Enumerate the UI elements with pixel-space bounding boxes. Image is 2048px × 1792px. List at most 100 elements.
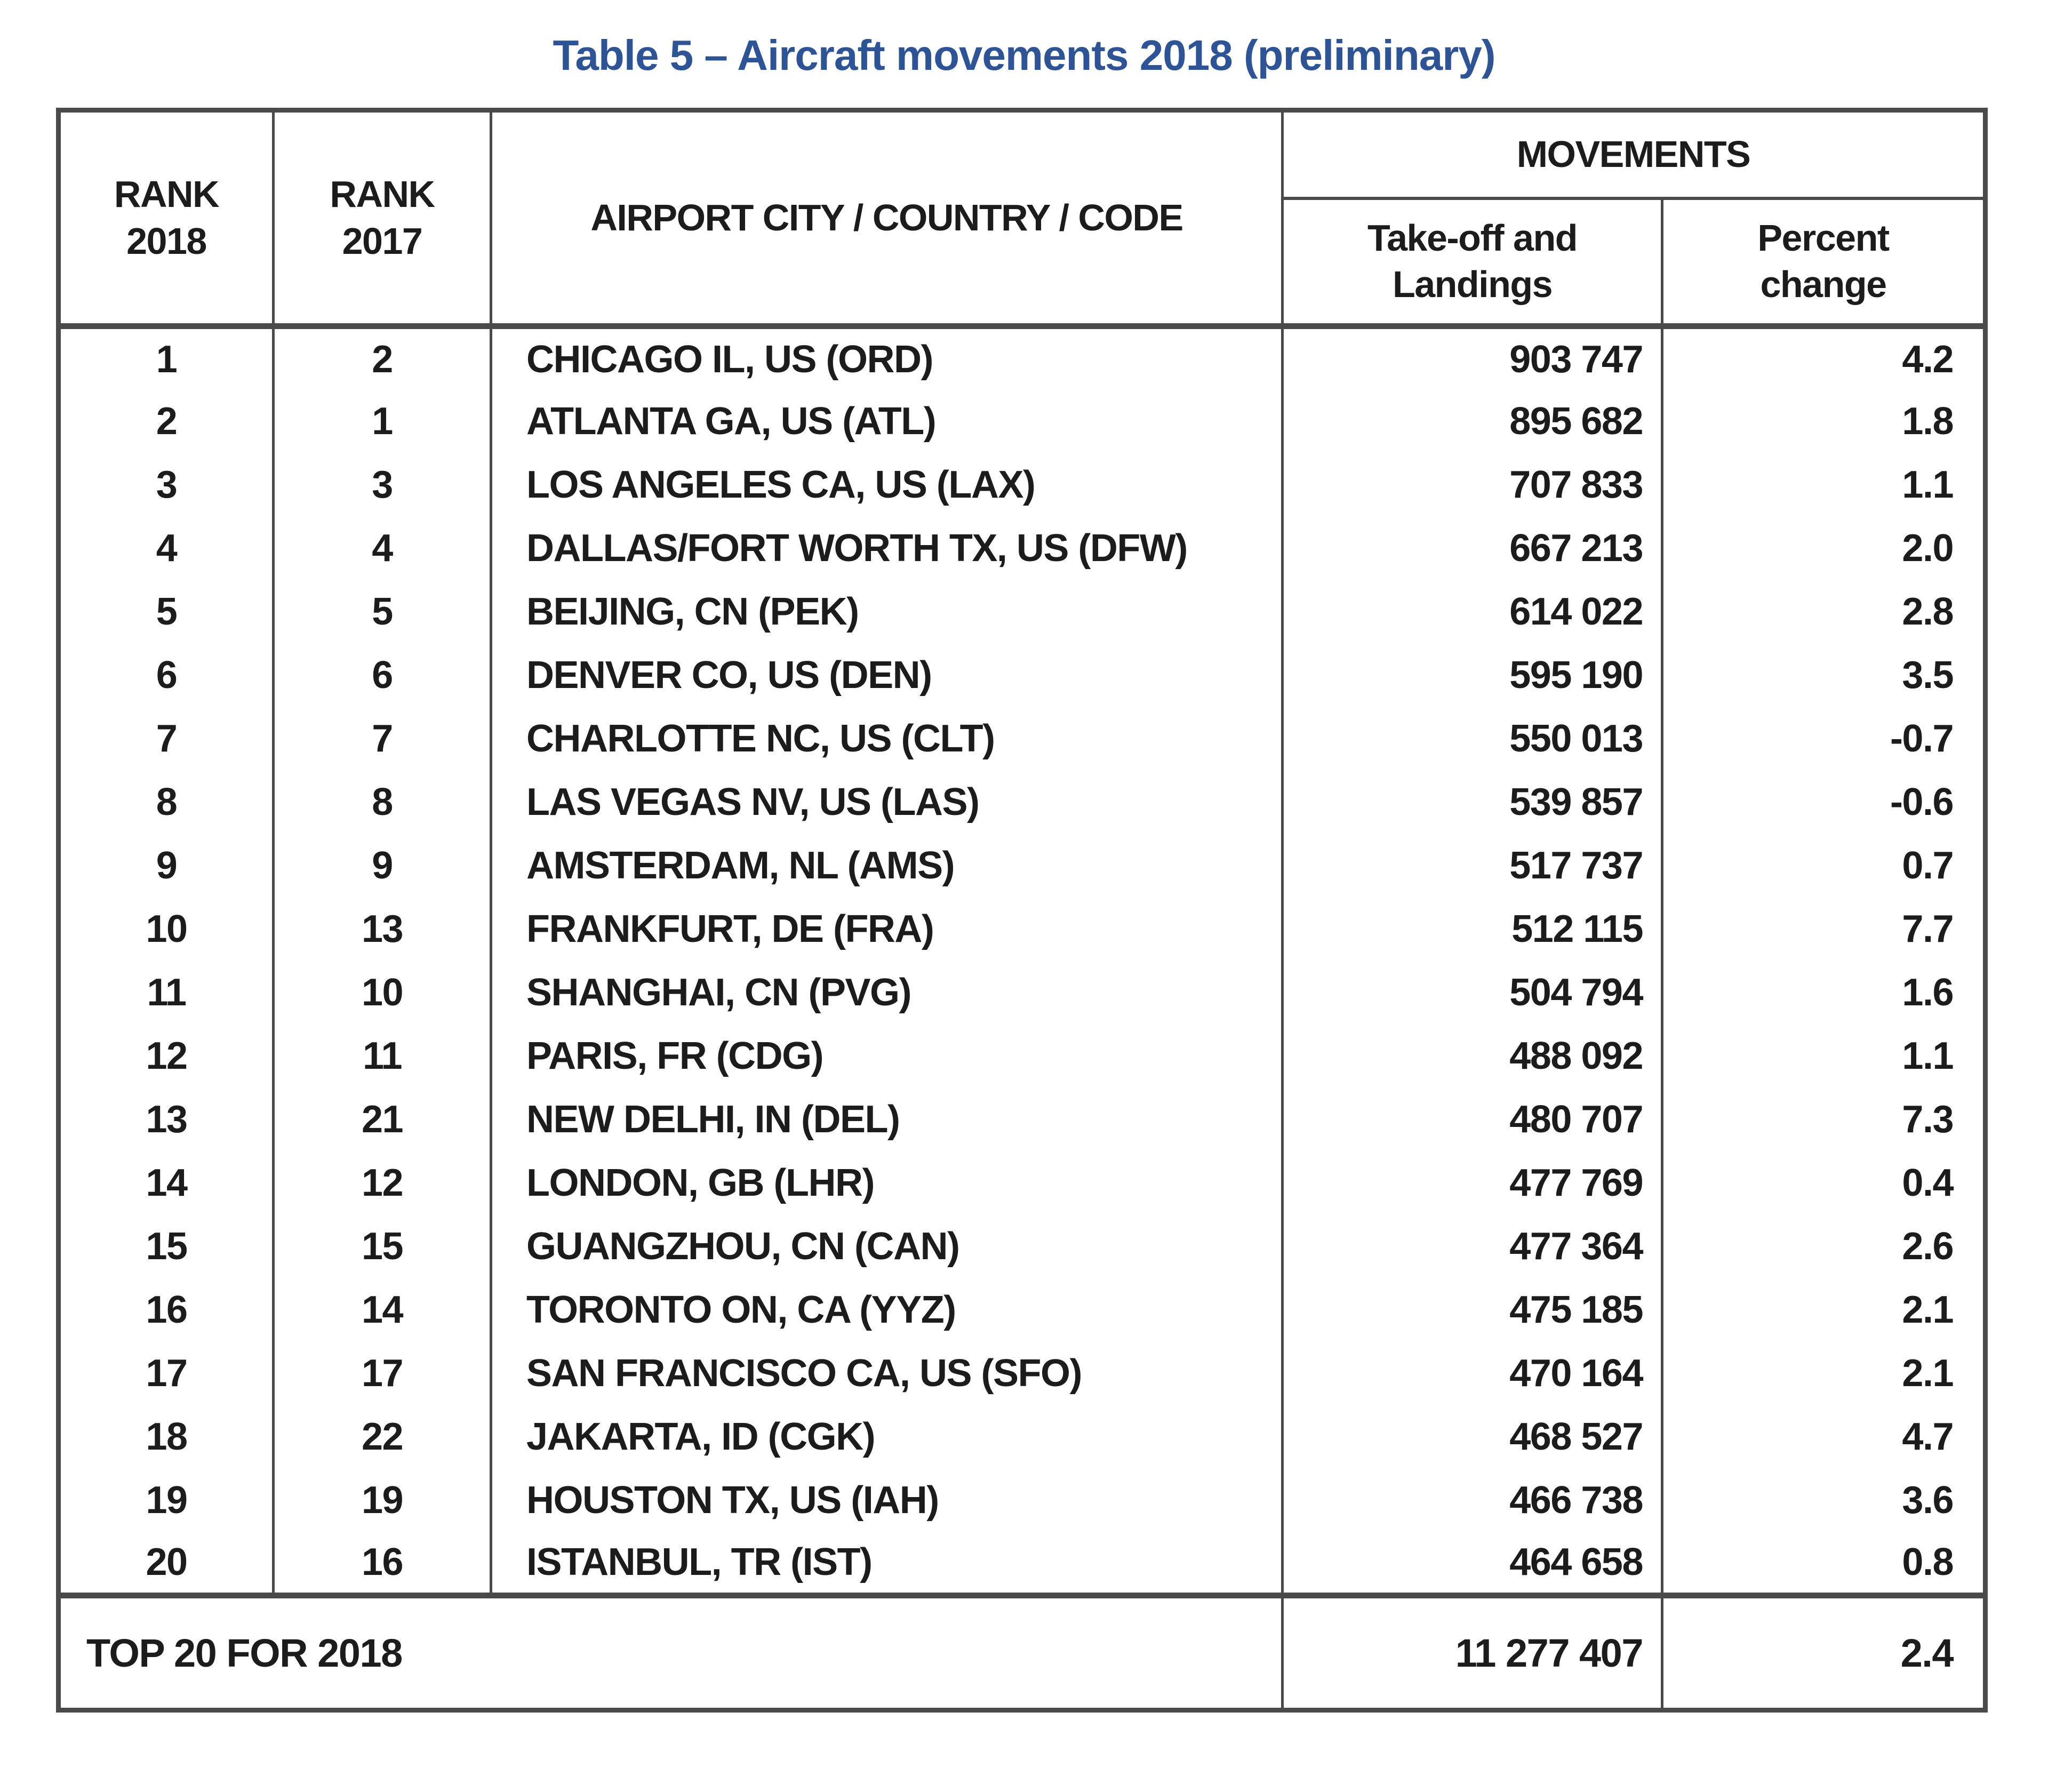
rank-2018-cell: 8 [57,770,275,834]
movements-cell: 595 190 [1281,643,1663,707]
rank-2018-cell: 14 [57,1151,275,1215]
rank-2018-cell: 1 [57,326,275,390]
airports-table: RANK 2018 RANK 2017 AIRPORT CITY / COUNT… [56,108,1988,1713]
table-row: 15 15 GUANGZHOU, CN (CAN) 477 364 2.6 [57,1214,1987,1278]
rank-2017-cell: 21 [272,1087,492,1151]
table-header: RANK 2018 RANK 2017 AIRPORT CITY / COUNT… [57,110,1987,326]
header-takeoff-landings: Take-off and Landings [1281,196,1663,326]
airport-cell: CHARLOTTE NC, US (CLT) [490,707,1284,771]
rank-2017-cell: 4 [272,516,492,580]
rank-2017-cell: 7 [272,707,492,771]
percent-change-cell: 2.1 [1660,1341,1987,1405]
table-row: 5 5 BEIJING, CN (PEK) 614 022 2.8 [57,580,1987,644]
airport-cell: GUANGZHOU, CN (CAN) [490,1214,1284,1278]
rank-2017-cell: 14 [272,1278,492,1342]
table-row: 1 2 CHICAGO IL, US (ORD) 903 747 4.2 [57,326,1987,390]
table-row: 14 12 LONDON, GB (LHR) 477 769 0.4 [57,1151,1987,1215]
footer-percent-change-cell: 2.4 [1660,1595,1987,1710]
rank-2018-cell: 5 [57,580,275,644]
airport-cell: ISTANBUL, TR (IST) [490,1532,1284,1596]
airport-cell: LOS ANGELES CA, US (LAX) [490,453,1284,517]
rank-2017-cell: 6 [272,643,492,707]
rank-2017-cell: 13 [272,897,492,961]
movements-cell: 614 022 [1281,580,1663,644]
table-row: 11 10 SHANGHAI, CN (PVG) 504 794 1.6 [57,961,1987,1025]
percent-change-cell: 3.6 [1660,1468,1987,1532]
percent-change-cell: 7.3 [1660,1087,1987,1151]
header-movements-group: MOVEMENTS [1281,110,1987,198]
percent-change-cell: 1.6 [1660,961,1987,1025]
rank-2017-cell: 16 [272,1532,492,1596]
rank-2017-cell: 1 [272,389,492,453]
rank-2018-cell: 9 [57,834,275,898]
table-row: 3 3 LOS ANGELES CA, US (LAX) 707 833 1.1 [57,453,1987,517]
movements-cell: 464 658 [1281,1532,1663,1596]
rank-2017-cell: 5 [272,580,492,644]
movements-cell: 512 115 [1281,897,1663,961]
table-footer: TOP 20 FOR 2018 11 277 407 2.4 [57,1595,1987,1710]
percent-change-cell: 0.8 [1660,1532,1987,1596]
rank-2018-cell: 18 [57,1405,275,1469]
table-row: 20 16 ISTANBUL, TR (IST) 464 658 0.8 [57,1532,1987,1596]
table-row: 2 1 ATLANTA GA, US (ATL) 895 682 1.8 [57,389,1987,453]
rank-2018-cell: 7 [57,707,275,771]
table-row: 19 19 HOUSTON TX, US (IAH) 466 738 3.6 [57,1468,1987,1532]
airport-cell: LAS VEGAS NV, US (LAS) [490,770,1284,834]
rank-2018-cell: 19 [57,1468,275,1532]
movements-cell: 477 364 [1281,1214,1663,1278]
rank-2017-cell: 8 [272,770,492,834]
airport-cell: JAKARTA, ID (CGK) [490,1405,1284,1469]
percent-change-cell: 4.7 [1660,1405,1987,1469]
airport-cell: BEIJING, CN (PEK) [490,580,1284,644]
airport-cell: ATLANTA GA, US (ATL) [490,389,1284,453]
percent-change-cell: -0.6 [1660,770,1987,834]
percent-change-cell: 2.0 [1660,516,1987,580]
airport-cell: SAN FRANCISCO CA, US (SFO) [490,1341,1284,1405]
rank-2018-cell: 15 [57,1214,275,1278]
table-row: 12 11 PARIS, FR (CDG) 488 092 1.1 [57,1024,1987,1088]
rank-2017-cell: 3 [272,453,492,517]
movements-cell: 517 737 [1281,834,1663,898]
movements-cell: 480 707 [1281,1087,1663,1151]
rank-2018-cell: 6 [57,643,275,707]
percent-change-cell: 1.1 [1660,1024,1987,1088]
footer-row: TOP 20 FOR 2018 11 277 407 2.4 [57,1595,1987,1710]
rank-2017-cell: 12 [272,1151,492,1215]
percent-change-cell: 3.5 [1660,643,1987,707]
header-rank-2018: RANK 2018 [57,110,275,326]
rank-2018-cell: 12 [57,1024,275,1088]
percent-change-cell: -0.7 [1660,707,1987,771]
table-row: 9 9 AMSTERDAM, NL (AMS) 517 737 0.7 [57,834,1987,898]
percent-change-cell: 0.4 [1660,1151,1987,1215]
airport-cell: DALLAS/FORT WORTH TX, US (DFW) [490,516,1284,580]
header-airport: AIRPORT CITY / COUNTRY / CODE [490,110,1284,326]
movements-cell: 466 738 [1281,1468,1663,1532]
percent-change-cell: 0.7 [1660,834,1987,898]
airport-cell: NEW DELHI, IN (DEL) [490,1087,1284,1151]
rank-2018-cell: 13 [57,1087,275,1151]
header-percent-change: Percent change [1660,196,1987,326]
movements-cell: 468 527 [1281,1405,1663,1469]
table-row: 8 8 LAS VEGAS NV, US (LAS) 539 857 -0.6 [57,770,1987,834]
rank-2018-cell: 2 [57,389,275,453]
table-row: 16 14 TORONTO ON, CA (YYZ) 475 185 2.1 [57,1278,1987,1342]
rank-2017-cell: 17 [272,1341,492,1405]
percent-change-cell: 1.1 [1660,453,1987,517]
airport-cell: SHANGHAI, CN (PVG) [490,961,1284,1025]
header-rank-2017: RANK 2017 [272,110,492,326]
airport-cell: PARIS, FR (CDG) [490,1024,1284,1088]
airport-cell: AMSTERDAM, NL (AMS) [490,834,1284,898]
table-row: 4 4 DALLAS/FORT WORTH TX, US (DFW) 667 2… [57,516,1987,580]
percent-change-cell: 4.2 [1660,326,1987,390]
airport-cell: TORONTO ON, CA (YYZ) [490,1278,1284,1342]
table-row: 7 7 CHARLOTTE NC, US (CLT) 550 013 -0.7 [57,707,1987,771]
rank-2017-cell: 11 [272,1024,492,1088]
percent-change-cell: 2.1 [1660,1278,1987,1342]
movements-cell: 470 164 [1281,1341,1663,1405]
movements-cell: 903 747 [1281,326,1663,390]
movements-cell: 707 833 [1281,453,1663,517]
percent-change-cell: 2.6 [1660,1214,1987,1278]
footer-label: TOP 20 FOR 2018 [57,1595,1284,1710]
rank-2017-cell: 19 [272,1468,492,1532]
